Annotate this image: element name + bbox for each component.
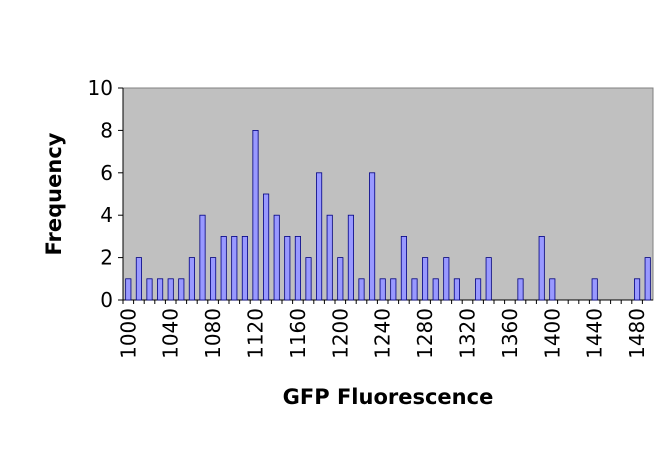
y-tick-label: 6	[100, 161, 113, 185]
bar	[549, 278, 556, 301]
bar	[273, 214, 280, 301]
x-axis-title: GFP Fluorescence	[283, 385, 494, 409]
x-tick-label: 1480	[625, 308, 649, 359]
bar	[422, 257, 429, 301]
bar	[125, 278, 132, 301]
bar	[210, 257, 217, 301]
bar	[157, 278, 164, 301]
bar	[443, 257, 450, 301]
bar	[284, 235, 291, 301]
bar	[167, 278, 174, 301]
bar	[135, 257, 142, 301]
x-tick-label: 1280	[413, 308, 437, 359]
y-tick-label: 8	[100, 118, 113, 142]
bar	[241, 235, 248, 301]
x-tick-label: 1120	[244, 308, 268, 359]
bar	[326, 214, 333, 301]
bar	[199, 214, 206, 301]
bar	[453, 278, 460, 301]
bar	[634, 278, 641, 301]
x-tick-label: 1200	[328, 308, 352, 359]
x-tick-label: 1440	[583, 308, 607, 359]
bar	[347, 214, 354, 301]
x-tick-label: 1160	[286, 308, 310, 359]
x-tick-label: 1400	[540, 308, 564, 359]
bar	[305, 257, 312, 301]
bar	[316, 172, 323, 301]
x-tick-label: 1000	[116, 308, 140, 359]
y-tick-label: 4	[100, 203, 113, 227]
bar	[517, 278, 524, 301]
bar	[432, 278, 439, 301]
bar	[337, 257, 344, 301]
bar	[390, 278, 397, 301]
bar	[369, 172, 376, 301]
bar	[379, 278, 386, 301]
bar	[538, 235, 545, 301]
bar	[358, 278, 365, 301]
bar	[263, 193, 270, 301]
bar	[485, 257, 492, 301]
bar	[475, 278, 482, 301]
bar	[294, 235, 301, 301]
y-axis-title: Frequency	[42, 132, 66, 255]
bar	[252, 129, 259, 301]
x-tick-label: 1080	[201, 308, 225, 359]
y-tick-label: 10	[88, 76, 113, 100]
x-tick-label: 1240	[371, 308, 395, 359]
bar	[188, 257, 195, 301]
bar	[231, 235, 238, 301]
bar	[146, 278, 153, 301]
x-tick-label: 1040	[159, 308, 183, 359]
bar	[178, 278, 185, 301]
y-tick-label: 0	[100, 288, 113, 312]
x-tick-label: 1360	[498, 308, 522, 359]
bar	[644, 257, 651, 301]
bar	[220, 235, 227, 301]
x-tick-label: 1320	[456, 308, 480, 359]
bar	[400, 235, 407, 301]
bar	[411, 278, 418, 301]
y-tick-label: 2	[100, 246, 113, 270]
bar	[591, 278, 598, 301]
